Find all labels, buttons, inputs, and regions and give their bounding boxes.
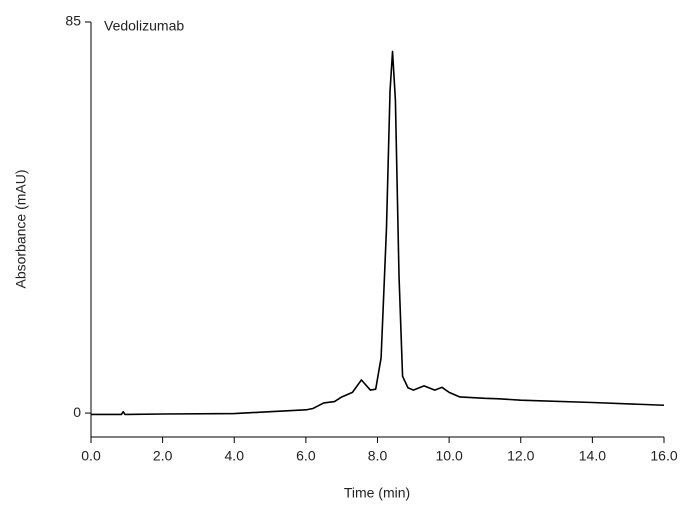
y-tick-label: 0 [73,404,81,420]
y-tick-label: 85 [65,13,81,29]
y-axis-label: Absorbance (mAU) [13,169,29,288]
x-tick-label: 6.0 [296,448,316,464]
x-tick-label: 12.0 [507,448,534,464]
x-tick-label: 4.0 [225,448,245,464]
x-axis-label: Time (min) [344,485,410,501]
x-tick-label: 8.0 [368,448,388,464]
x-tick-label: 2.0 [153,448,173,464]
x-tick-label: 16.0 [650,448,677,464]
annotation: Vedolizumab [104,18,184,34]
line [91,50,665,416]
x-tick-label: 0.0 [81,448,101,464]
x-tick-label: 10.0 [436,448,463,464]
x-tick-label: 14.0 [579,448,606,464]
